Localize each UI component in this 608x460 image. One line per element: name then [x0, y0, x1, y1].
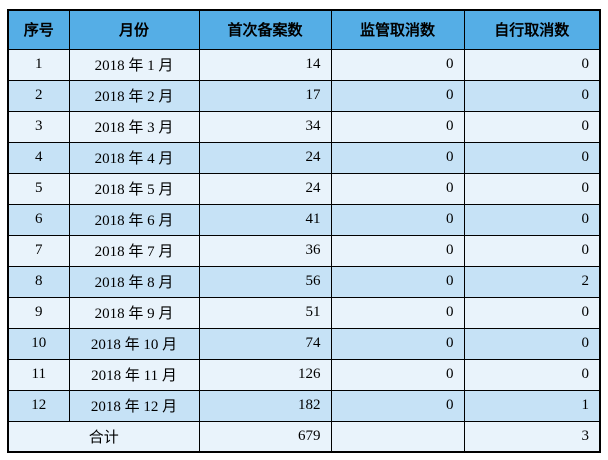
- table-row: 5 2018 年 5 月 24 0 0: [7, 172, 601, 205]
- row-month-cell: 2018 年 2 月: [68, 79, 200, 112]
- table-body: 1 2018 年 1 月 14 0 0 2 2018 年 2 月 17 0 0 …: [7, 48, 601, 422]
- row-self-cancellations-cell: 1: [463, 389, 601, 422]
- row-regulatory-cancellations-cell: 0: [330, 234, 465, 267]
- monthly-filing-table: 序号 月份 首次备案数 监管取消数 自行取消数 1 2018 年 1 月 14 …: [7, 9, 601, 453]
- row-no-cell: 7: [7, 234, 70, 267]
- row-first-filings-cell: 182: [198, 389, 332, 422]
- row-month-cell: 2018 年 11 月: [68, 358, 200, 391]
- total-row: 合计 679 3: [7, 420, 601, 453]
- row-regulatory-cancellations-cell: 0: [330, 48, 465, 81]
- row-first-filings-cell: 14: [198, 48, 332, 81]
- row-first-filings-cell: 24: [198, 172, 332, 205]
- row-month-cell: 2018 年 4 月: [68, 141, 200, 174]
- table-row: 4 2018 年 4 月 24 0 0: [7, 141, 601, 174]
- row-first-filings-cell: 17: [198, 79, 332, 112]
- row-no-cell: 8: [7, 265, 70, 298]
- row-regulatory-cancellations-cell: 0: [330, 110, 465, 143]
- total-first-filings-cell: 679: [198, 420, 332, 453]
- row-regulatory-cancellations-cell: 0: [330, 327, 465, 360]
- table-row: 10 2018 年 10 月 74 0 0: [7, 327, 601, 360]
- header-first-filings: 首次备案数: [198, 9, 332, 50]
- row-self-cancellations-cell: 2: [463, 265, 601, 298]
- row-month-cell: 2018 年 10 月: [68, 327, 200, 360]
- row-first-filings-cell: 56: [198, 265, 332, 298]
- row-month-cell: 2018 年 9 月: [68, 296, 200, 329]
- total-self-cancellations-cell: 3: [463, 420, 601, 453]
- row-self-cancellations-cell: 0: [463, 48, 601, 81]
- row-regulatory-cancellations-cell: 0: [330, 141, 465, 174]
- row-no-cell: 10: [7, 327, 70, 360]
- row-first-filings-cell: 34: [198, 110, 332, 143]
- row-first-filings-cell: 24: [198, 141, 332, 174]
- row-self-cancellations-cell: 0: [463, 327, 601, 360]
- row-self-cancellations-cell: 0: [463, 234, 601, 267]
- row-first-filings-cell: 74: [198, 327, 332, 360]
- row-regulatory-cancellations-cell: 0: [330, 203, 465, 236]
- row-regulatory-cancellations-cell: 0: [330, 358, 465, 391]
- row-month-cell: 2018 年 1 月: [68, 48, 200, 81]
- header-month: 月份: [68, 9, 200, 50]
- table-row: 7 2018 年 7 月 36 0 0: [7, 234, 601, 267]
- row-month-cell: 2018 年 5 月: [68, 172, 200, 205]
- table-header-row: 序号 月份 首次备案数 监管取消数 自行取消数: [7, 9, 601, 50]
- header-self-cancellations: 自行取消数: [463, 9, 601, 50]
- row-self-cancellations-cell: 0: [463, 358, 601, 391]
- header-regulatory-cancellations: 监管取消数: [330, 9, 465, 50]
- table-row: 1 2018 年 1 月 14 0 0: [7, 48, 601, 81]
- row-no-cell: 2: [7, 79, 70, 112]
- row-self-cancellations-cell: 0: [463, 203, 601, 236]
- row-month-cell: 2018 年 8 月: [68, 265, 200, 298]
- table-row: 12 2018 年 12 月 182 0 1: [7, 389, 601, 422]
- row-no-cell: 12: [7, 389, 70, 422]
- row-regulatory-cancellations-cell: 0: [330, 172, 465, 205]
- row-no-cell: 11: [7, 358, 70, 391]
- total-label-cell: 合计: [7, 420, 200, 453]
- row-regulatory-cancellations-cell: 0: [330, 389, 465, 422]
- row-no-cell: 1: [7, 48, 70, 81]
- row-first-filings-cell: 51: [198, 296, 332, 329]
- header-no: 序号: [7, 9, 70, 50]
- row-no-cell: 3: [7, 110, 70, 143]
- row-month-cell: 2018 年 3 月: [68, 110, 200, 143]
- total-regulatory-cancellations-cell: [330, 420, 465, 453]
- row-regulatory-cancellations-cell: 0: [330, 79, 465, 112]
- row-first-filings-cell: 36: [198, 234, 332, 267]
- row-no-cell: 9: [7, 296, 70, 329]
- row-month-cell: 2018 年 12 月: [68, 389, 200, 422]
- table-row: 6 2018 年 6 月 41 0 0: [7, 203, 601, 236]
- row-regulatory-cancellations-cell: 0: [330, 296, 465, 329]
- row-no-cell: 4: [7, 141, 70, 174]
- row-regulatory-cancellations-cell: 0: [330, 265, 465, 298]
- row-month-cell: 2018 年 6 月: [68, 203, 200, 236]
- row-first-filings-cell: 126: [198, 358, 332, 391]
- row-no-cell: 6: [7, 203, 70, 236]
- row-first-filings-cell: 41: [198, 203, 332, 236]
- table-row: 3 2018 年 3 月 34 0 0: [7, 110, 601, 143]
- table-row: 9 2018 年 9 月 51 0 0: [7, 296, 601, 329]
- table-row: 11 2018 年 11 月 126 0 0: [7, 358, 601, 391]
- table-row: 2 2018 年 2 月 17 0 0: [7, 79, 601, 112]
- row-no-cell: 5: [7, 172, 70, 205]
- row-self-cancellations-cell: 0: [463, 296, 601, 329]
- row-self-cancellations-cell: 0: [463, 172, 601, 205]
- row-month-cell: 2018 年 7 月: [68, 234, 200, 267]
- row-self-cancellations-cell: 0: [463, 141, 601, 174]
- row-self-cancellations-cell: 0: [463, 79, 601, 112]
- table-row: 8 2018 年 8 月 56 0 2: [7, 265, 601, 298]
- row-self-cancellations-cell: 0: [463, 110, 601, 143]
